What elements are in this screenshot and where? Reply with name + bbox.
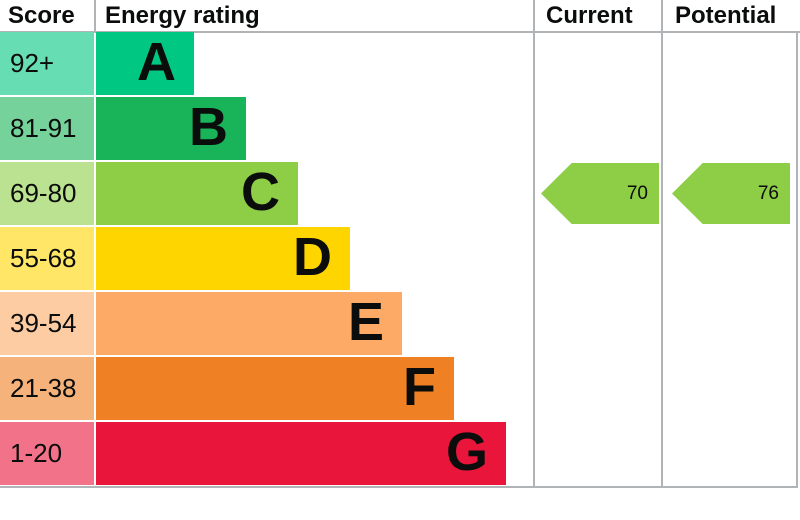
band-letter-f: F xyxy=(403,357,436,417)
band-bar-g: G xyxy=(96,422,506,485)
score-range-d: 55-68 xyxy=(0,227,94,290)
band-letter-g: G xyxy=(445,422,488,482)
band-letter-a: A xyxy=(137,32,176,92)
score-range-g: 1-20 xyxy=(0,422,94,485)
band-bar-d: D xyxy=(96,227,350,290)
band-letter-b: B xyxy=(189,97,228,157)
score-column-header: Score xyxy=(8,2,75,29)
band-letter-e: E xyxy=(347,292,384,352)
band-letter-c: C xyxy=(241,162,280,222)
right-edge-divider xyxy=(796,31,798,486)
energy-rating-column-header: Energy rating xyxy=(105,2,260,29)
score-range-a: 92+ xyxy=(0,32,94,95)
score-range-b: 81-91 xyxy=(0,97,94,160)
current-rating-arrow: 70 xyxy=(541,163,659,224)
header-bottom-divider xyxy=(0,31,800,33)
table-bottom-divider xyxy=(0,486,798,488)
band-letter-d: D xyxy=(293,227,332,287)
score-header-divider xyxy=(94,0,96,31)
potential-rating-value: 76 xyxy=(757,183,779,204)
current-rating-value: 70 xyxy=(626,183,648,204)
band-bar-e: E xyxy=(96,292,402,355)
current-column-header: Current xyxy=(546,2,633,29)
current-column-left-divider xyxy=(533,0,535,486)
potential-rating-arrow: 76 xyxy=(672,163,790,224)
band-bar-c: C xyxy=(96,162,298,225)
score-range-f: 21-38 xyxy=(0,357,94,420)
potential-column-header: Potential xyxy=(675,2,777,29)
band-bar-f: F xyxy=(96,357,454,420)
score-range-c: 69-80 xyxy=(0,162,94,225)
band-bar-b: B xyxy=(96,97,246,160)
potential-column-left-divider xyxy=(661,0,663,486)
score-range-e: 39-54 xyxy=(0,292,94,355)
band-bar-a: A xyxy=(96,32,194,95)
